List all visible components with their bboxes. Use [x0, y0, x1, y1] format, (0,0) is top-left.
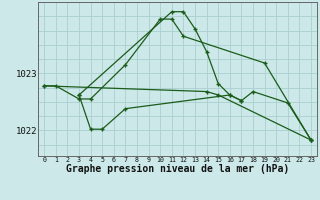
- X-axis label: Graphe pression niveau de la mer (hPa): Graphe pression niveau de la mer (hPa): [66, 164, 289, 174]
